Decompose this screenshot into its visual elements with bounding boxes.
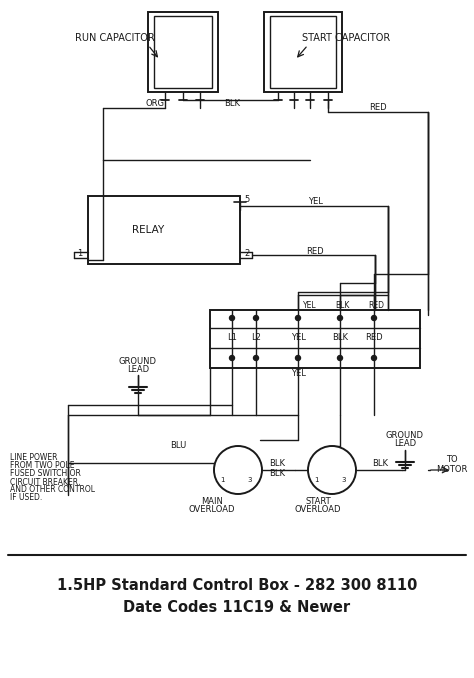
Circle shape — [295, 355, 301, 361]
Bar — [270, 16, 336, 88]
Text: CIRCUIT BREAKER,: CIRCUIT BREAKER, — [10, 477, 81, 487]
Text: RUN CAPACITOR: RUN CAPACITOR — [75, 33, 155, 43]
Text: MAIN: MAIN — [201, 498, 223, 506]
Text: 3: 3 — [342, 477, 346, 483]
Text: START CAPACITOR: START CAPACITOR — [302, 33, 390, 43]
Text: LEAD: LEAD — [127, 365, 149, 374]
Text: 3: 3 — [248, 477, 252, 483]
Text: AND OTHER CONTROL: AND OTHER CONTROL — [10, 485, 95, 494]
Text: Date Codes 11C19 & Newer: Date Codes 11C19 & Newer — [123, 601, 351, 616]
Text: RED: RED — [369, 104, 387, 113]
Text: GROUND: GROUND — [119, 357, 157, 367]
Text: 5: 5 — [244, 195, 249, 205]
Text: MOTOR: MOTOR — [436, 464, 468, 473]
Text: 1.5HP Standard Control Box - 282 300 8110: 1.5HP Standard Control Box - 282 300 811… — [57, 578, 417, 593]
Text: 1: 1 — [314, 477, 318, 483]
Bar — [154, 16, 212, 88]
Text: BLK: BLK — [372, 460, 388, 468]
Text: BLU: BLU — [170, 441, 186, 450]
Text: RED: RED — [368, 300, 384, 309]
Bar — [148, 12, 218, 92]
Text: RELAY: RELAY — [132, 225, 164, 235]
Text: L2: L2 — [251, 334, 261, 342]
Circle shape — [214, 446, 262, 494]
Circle shape — [295, 315, 301, 321]
Text: BLK: BLK — [224, 100, 240, 108]
Text: LINE POWER: LINE POWER — [10, 454, 57, 462]
Text: RED: RED — [306, 247, 324, 256]
Text: OVERLOAD: OVERLOAD — [189, 506, 235, 515]
Circle shape — [229, 355, 235, 361]
Text: L1: L1 — [227, 334, 237, 342]
Bar — [264, 12, 342, 92]
Bar — [88, 196, 240, 264]
Text: FROM TWO POLE: FROM TWO POLE — [10, 462, 74, 471]
Text: START: START — [305, 498, 331, 506]
Text: IF USED.: IF USED. — [10, 494, 42, 502]
Circle shape — [254, 315, 258, 321]
Text: YEL: YEL — [291, 369, 305, 378]
Text: BLK: BLK — [332, 334, 348, 342]
Text: ORG: ORG — [146, 100, 164, 108]
Text: GROUND: GROUND — [386, 431, 424, 441]
Text: 1: 1 — [220, 477, 224, 483]
Text: BLK: BLK — [269, 469, 285, 479]
Bar — [210, 310, 420, 368]
Text: BLK: BLK — [335, 300, 349, 309]
Text: FUSED SWITCH OR: FUSED SWITCH OR — [10, 469, 81, 479]
Text: 1: 1 — [77, 250, 82, 258]
Text: 2: 2 — [244, 250, 249, 258]
Circle shape — [372, 355, 376, 361]
Circle shape — [229, 315, 235, 321]
Circle shape — [308, 446, 356, 494]
Text: TO: TO — [446, 456, 458, 464]
Circle shape — [254, 355, 258, 361]
Text: YEL: YEL — [308, 197, 322, 207]
Text: BLK: BLK — [269, 460, 285, 468]
Circle shape — [337, 315, 343, 321]
Text: OVERLOAD: OVERLOAD — [295, 506, 341, 515]
Text: LEAD: LEAD — [394, 439, 416, 447]
Text: RED: RED — [365, 334, 383, 342]
Circle shape — [337, 355, 343, 361]
Circle shape — [372, 315, 376, 321]
Text: YEL: YEL — [303, 300, 317, 309]
Text: YEL: YEL — [291, 334, 305, 342]
